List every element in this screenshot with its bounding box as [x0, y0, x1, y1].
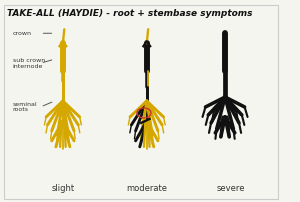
Text: TAKE-ALL (HAYDIE) - root + stembase symptoms: TAKE-ALL (HAYDIE) - root + stembase symp… [7, 9, 253, 18]
Text: slight: slight [51, 184, 74, 193]
Text: seminal
roots: seminal roots [13, 102, 37, 112]
Text: sub crown
internode: sub crown internode [13, 58, 45, 68]
Text: crown: crown [13, 31, 32, 36]
Text: severe: severe [216, 184, 245, 193]
Text: moderate: moderate [126, 184, 167, 193]
